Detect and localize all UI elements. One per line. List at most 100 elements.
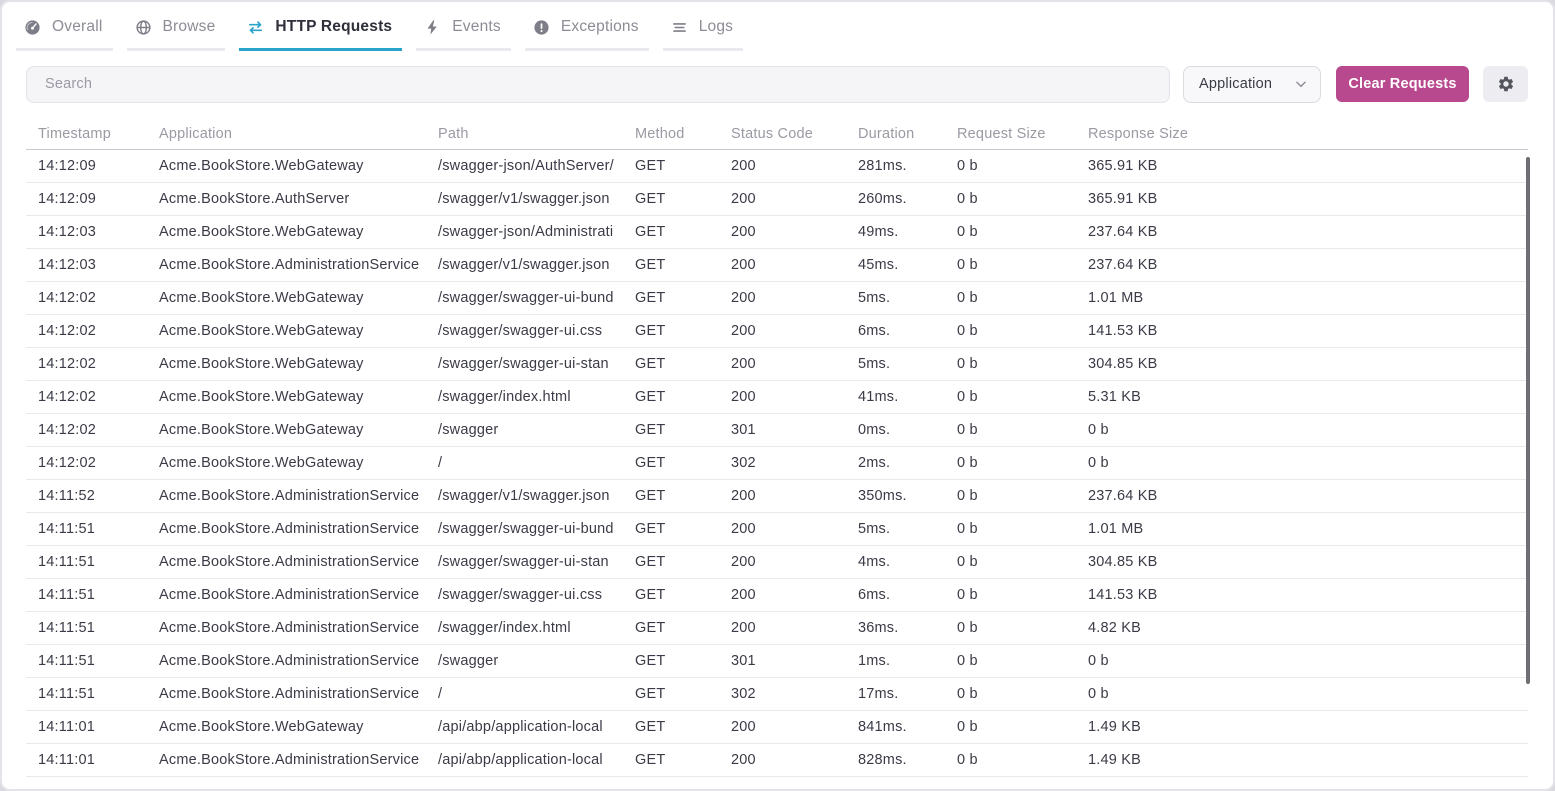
table-row[interactable]: 14:11:51 Acme.BookStore.AdministrationSer…	[26, 645, 1528, 678]
cell-application: Acme.BookStore.WebGateway	[159, 719, 364, 735]
cell-status-code: 301	[731, 422, 756, 438]
cell-response-size: 1.01 MB	[1088, 290, 1144, 306]
column-header-method: Method	[635, 126, 685, 142]
chevron-down-icon	[1296, 81, 1306, 88]
cell-method: GET	[635, 224, 666, 240]
cell-path: /swagger/swagger-ui-stan	[438, 554, 609, 570]
list-icon	[672, 22, 686, 32]
cell-method: GET	[635, 521, 666, 537]
cell-status-code: 200	[731, 620, 756, 636]
tab-label: Events	[452, 18, 501, 35]
tab-exceptions[interactable]: Exceptions	[524, 12, 649, 51]
cell-duration: 45ms.	[858, 257, 899, 273]
cell-request-size: 0 b	[957, 554, 978, 570]
application-filter-select[interactable]: Application	[1183, 65, 1321, 103]
column-header-request-size: Request Size	[957, 126, 1046, 142]
gear-icon	[1498, 76, 1513, 92]
cell-path: /	[438, 455, 443, 471]
table-row[interactable]: 14:12:02 Acme.BookStore.WebGateway/swagge…	[26, 282, 1528, 315]
table-row[interactable]: 14:12:02 Acme.BookStore.WebGateway/swagge…	[26, 315, 1528, 348]
tab-logs[interactable]: Logs	[662, 12, 744, 51]
clear-requests-button[interactable]: Clear Requests	[1336, 66, 1469, 102]
cell-status-code: 200	[731, 158, 756, 174]
table-row[interactable]: 14:12:02 Acme.BookStore.WebGateway / GET 302…	[26, 447, 1528, 480]
table-row[interactable]: 14:11:51 Acme.BookStore.AdministrationSer…	[26, 579, 1528, 612]
cell-method: GET	[635, 356, 666, 372]
cell-response-size: 0 b	[1088, 422, 1109, 438]
search-input[interactable]	[26, 65, 1170, 103]
cell-method: GET	[635, 323, 666, 339]
cell-path: /	[438, 686, 443, 702]
requests-table-body: 14:12:09 Acme.BookStore.WebGateway/swagge…	[26, 150, 1528, 777]
tab-http-requests[interactable]: HTTP Requests	[239, 12, 403, 51]
cell-timestamp: 14:11:51	[38, 587, 95, 603]
table-row[interactable]: 14:11:51 Acme.BookStore.AdministrationSer…	[26, 612, 1528, 645]
cell-path: /swagger/swagger-ui-stan	[438, 356, 609, 372]
table-row[interactable]: 14:11:01 Acme.BookStore.WebGateway/api/ab…	[26, 711, 1528, 744]
cell-request-size: 0 b	[957, 191, 978, 207]
table-row[interactable]: 14:11:51 Acme.BookStore.AdministrationSer…	[26, 513, 1528, 546]
cell-timestamp: 14:12:02	[38, 323, 97, 339]
table-row[interactable]: 14:12:02 Acme.BookStore.WebGateway/swagge…	[26, 381, 1528, 414]
cell-status-code: 200	[731, 323, 756, 339]
cell-status-code: 200	[731, 191, 756, 207]
cell-request-size: 0 b	[957, 422, 978, 438]
cell-method: GET	[635, 620, 666, 636]
globe-icon	[135, 19, 151, 35]
cell-response-size: 5.31 KB	[1088, 389, 1141, 405]
cell-request-size: 0 b	[957, 290, 978, 306]
cell-timestamp: 14:11:01	[38, 719, 95, 735]
cell-application: Acme.BookStore.AdministrationService	[159, 653, 420, 669]
table-row[interactable]: 14:12:09 Acme.BookStore.WebGateway/swagge…	[26, 150, 1528, 183]
table-row[interactable]: 14:12:02 Acme.BookStore.WebGateway/swagge…	[26, 414, 1528, 447]
cell-duration: 0ms.	[858, 422, 891, 438]
cell-duration: 281ms.	[858, 158, 907, 174]
table-row[interactable]: 14:11:51 Acme.BookStore.AdministrationSer…	[26, 678, 1528, 711]
table-row[interactable]: 14:11:51 Acme.BookStore.AdministrationSer…	[26, 546, 1528, 579]
cell-timestamp: 14:12:02	[38, 356, 97, 372]
cell-duration: 36ms.	[858, 620, 899, 636]
cell-application: Acme.BookStore.WebGateway	[159, 158, 364, 174]
table-row[interactable]: 14:11:52 Acme.BookStore.AdministrationSer…	[26, 480, 1528, 513]
cell-method: GET	[635, 158, 666, 174]
cell-status-code: 200	[731, 257, 756, 273]
cell-duration: 1ms.	[858, 653, 891, 669]
cell-application: Acme.BookStore.AdministrationService	[159, 488, 420, 504]
cell-response-size: 141.53 KB	[1088, 587, 1158, 603]
tab-overall[interactable]: Overall	[16, 12, 113, 51]
table-row[interactable]: 14:12:03 Acme.BookStore.WebGateway/swagge…	[26, 216, 1528, 249]
table-row[interactable]: 14:11:01 Acme.BookStore.AdministrationSer…	[26, 744, 1528, 777]
cell-response-size: 1.49 KB	[1088, 719, 1141, 735]
cell-method: GET	[635, 752, 666, 768]
cell-response-size: 1.49 KB	[1088, 752, 1141, 768]
cell-request-size: 0 b	[957, 653, 978, 669]
cell-response-size: 304.85 KB	[1088, 554, 1158, 570]
cell-application: Acme.BookStore.AuthServer	[159, 191, 350, 207]
column-header-status-code: Status Code	[731, 126, 813, 142]
cell-request-size: 0 b	[957, 158, 978, 174]
cell-duration: 350ms.	[858, 488, 907, 504]
cell-application: Acme.BookStore.WebGateway	[159, 389, 364, 405]
cell-method: GET	[635, 191, 666, 207]
table-row[interactable]: 14:12:09 Acme.BookStore.AuthServer/swagge…	[26, 183, 1528, 216]
cell-request-size: 0 b	[957, 719, 978, 735]
cell-application: Acme.BookStore.WebGateway	[159, 422, 364, 438]
settings-button[interactable]	[1483, 66, 1528, 102]
cell-method: GET	[635, 389, 666, 405]
cell-timestamp: 14:12:03	[38, 224, 97, 240]
cell-response-size: 237.64 KB	[1088, 488, 1158, 504]
vertical-scrollbar[interactable]	[1526, 157, 1530, 684]
cell-method: GET	[635, 587, 666, 603]
cell-duration: 5ms.	[858, 290, 891, 306]
tab-browse[interactable]: Browse	[126, 12, 226, 51]
table-row[interactable]: 14:12:02 Acme.BookStore.WebGateway/swagge…	[26, 348, 1528, 381]
cell-status-code: 200	[731, 587, 756, 603]
cell-timestamp: 14:11:52	[38, 488, 95, 504]
cell-method: GET	[635, 488, 666, 504]
cell-method: GET	[635, 257, 666, 273]
cell-request-size: 0 b	[957, 752, 978, 768]
table-row[interactable]: 14:12:03 Acme.BookStore.AdministrationSer…	[26, 249, 1528, 282]
cell-request-size: 0 b	[957, 521, 978, 537]
tab-events[interactable]: Events	[416, 12, 511, 51]
